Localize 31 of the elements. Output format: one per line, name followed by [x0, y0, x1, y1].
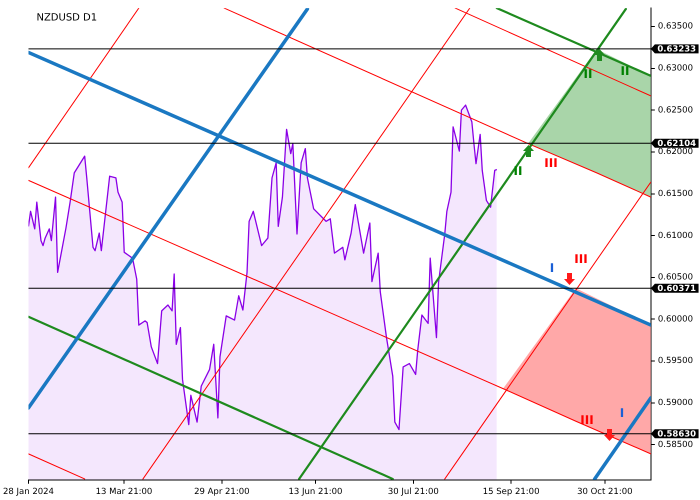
y-tick-label: 0.60000 — [658, 314, 694, 324]
ref-line-label: 0.63233 — [657, 44, 696, 55]
y-tick-label: 0.63500 — [658, 22, 694, 32]
annotation: I — [620, 406, 624, 420]
x-tick-label: 28 Jan 2024 — [2, 487, 54, 498]
y-tick-label: 0.61500 — [658, 188, 694, 199]
y-tick-label: 0.63000 — [658, 64, 694, 74]
x-tick-label: 30 Oct 21:00 — [577, 487, 633, 498]
y-tick-label: 0.59500 — [658, 356, 694, 366]
y-tick-label: 0.62000 — [658, 147, 694, 158]
annotation: II — [584, 67, 592, 82]
x-tick-label: 29 Apr 21:00 — [194, 487, 250, 498]
y-tick-label: 0.59000 — [658, 398, 694, 408]
ref-line-label: 0.58630 — [657, 430, 696, 440]
y-tick-label: 0.61000 — [658, 230, 694, 241]
ref-line-label: 0.60371 — [657, 284, 696, 294]
annotation: II — [514, 164, 522, 178]
y-tick-label: 0.58500 — [658, 440, 694, 450]
x-tick-label: 13 Jun 21:00 — [288, 487, 342, 498]
x-tick-label: 30 Jul 21:00 — [388, 487, 439, 498]
annotation: III — [574, 252, 588, 266]
y-tick-label: 0.62500 — [658, 105, 694, 116]
text: NZDUSD D1 — [36, 12, 98, 24]
x-tick-label: 13 Mar 21:00 — [96, 487, 152, 498]
annotation: II — [620, 64, 630, 78]
annotation: III — [544, 156, 558, 170]
x-tick-label: 15 Sep 21:00 — [482, 487, 540, 498]
annotation: III — [580, 413, 594, 428]
ref-line-label: 0.62104 — [657, 138, 696, 149]
annotation: I — [550, 261, 554, 276]
y-tick-label: 0.60500 — [658, 272, 694, 283]
